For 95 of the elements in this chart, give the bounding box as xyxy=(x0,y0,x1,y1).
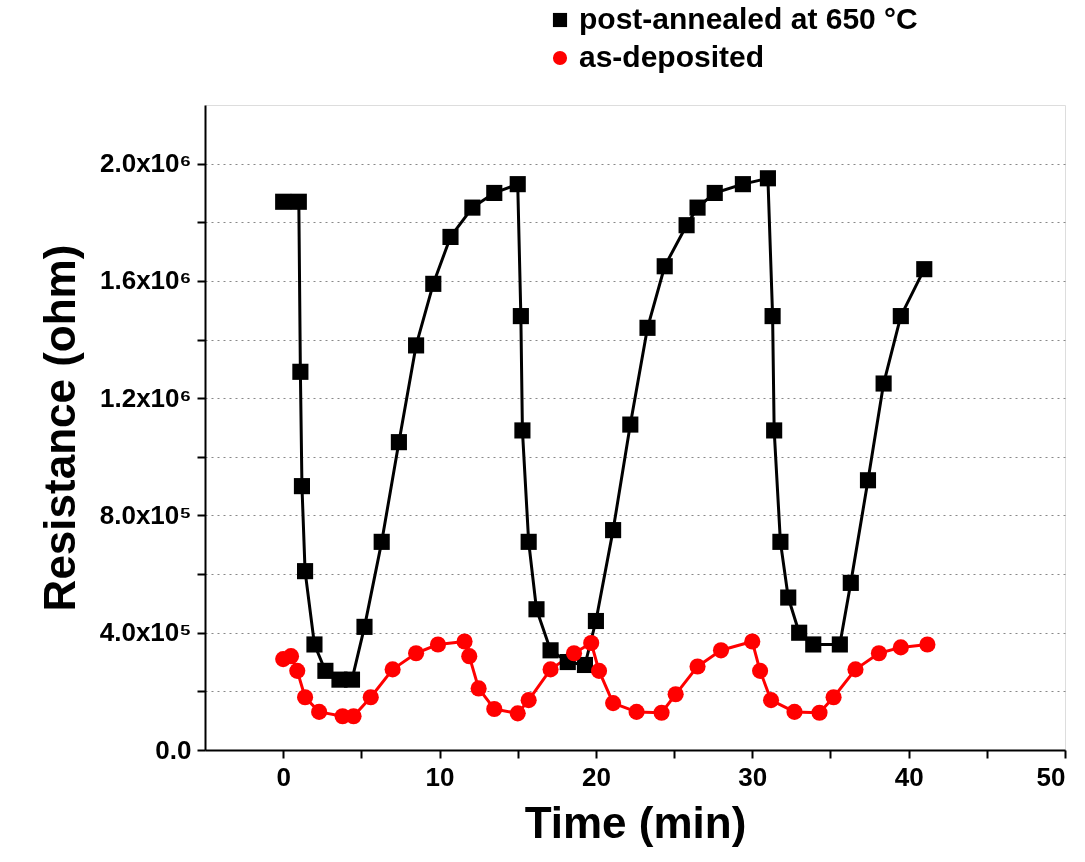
point xyxy=(919,636,936,653)
point xyxy=(587,612,604,630)
point xyxy=(805,636,822,653)
point xyxy=(870,645,887,662)
point xyxy=(311,703,328,720)
point xyxy=(565,645,583,662)
point xyxy=(292,363,309,380)
point xyxy=(456,633,473,650)
point xyxy=(764,308,781,325)
x-tick-label: 30 xyxy=(738,761,768,792)
point xyxy=(759,170,776,187)
point xyxy=(356,618,373,635)
point xyxy=(628,703,645,720)
point xyxy=(576,656,594,674)
point xyxy=(514,422,531,439)
point xyxy=(486,700,503,717)
point xyxy=(520,692,537,709)
y-tick-label: 1.2x10⁶ xyxy=(100,382,192,413)
point xyxy=(825,689,842,706)
point xyxy=(706,184,723,202)
point xyxy=(892,308,909,325)
point xyxy=(744,633,761,650)
point xyxy=(712,642,730,659)
point xyxy=(752,662,769,679)
point xyxy=(875,375,892,392)
point xyxy=(766,422,783,439)
point xyxy=(542,642,559,659)
x-tick-label: 50 xyxy=(1036,761,1066,792)
point xyxy=(343,671,361,688)
point xyxy=(275,193,292,210)
point xyxy=(689,658,706,675)
point xyxy=(297,563,314,580)
point xyxy=(892,639,909,656)
y-tick-label: 8.0x10⁵ xyxy=(99,499,192,530)
point xyxy=(470,680,487,697)
point xyxy=(486,184,503,202)
point xyxy=(653,704,670,721)
x-tick-label: 10 xyxy=(425,761,455,792)
point xyxy=(811,704,828,721)
point xyxy=(689,199,706,216)
point xyxy=(847,661,864,678)
point xyxy=(678,217,695,234)
point xyxy=(734,176,751,193)
legend-label: post-annealed at 650 °C xyxy=(579,2,918,35)
point xyxy=(297,689,314,706)
point xyxy=(362,689,379,706)
point xyxy=(542,661,559,678)
legend-label: as-deposited xyxy=(579,40,765,73)
x-tick-label: 0 xyxy=(276,761,291,792)
point xyxy=(509,176,526,193)
point xyxy=(289,662,306,679)
point xyxy=(429,636,447,653)
point xyxy=(408,645,425,662)
x-axis-title: Time (min) xyxy=(524,797,747,847)
point xyxy=(317,662,334,679)
point xyxy=(762,692,780,709)
point xyxy=(656,258,673,275)
point xyxy=(639,319,656,336)
point xyxy=(772,533,789,550)
point xyxy=(786,703,803,720)
point xyxy=(512,308,529,325)
y-tick-label: 4.0x10⁵ xyxy=(99,617,192,648)
point xyxy=(528,601,545,618)
point xyxy=(605,695,622,712)
point xyxy=(373,533,390,550)
y-tick-label: 2.0x10⁶ xyxy=(100,148,192,179)
point xyxy=(509,705,526,722)
point xyxy=(791,624,808,641)
point xyxy=(442,228,459,245)
x-tick-label: 20 xyxy=(581,761,611,792)
point xyxy=(605,522,622,539)
point xyxy=(916,261,933,278)
point xyxy=(390,434,407,451)
point xyxy=(859,472,877,489)
point xyxy=(590,662,608,679)
y-tick-label: 0.0 xyxy=(155,734,192,765)
point xyxy=(282,648,300,665)
point xyxy=(667,686,684,703)
point xyxy=(461,648,478,665)
point xyxy=(520,533,537,550)
point xyxy=(384,661,401,678)
point xyxy=(842,574,859,591)
point xyxy=(293,478,311,495)
point xyxy=(425,275,442,292)
point xyxy=(464,199,481,216)
point xyxy=(780,589,797,606)
point xyxy=(831,636,848,653)
point xyxy=(622,416,639,433)
point xyxy=(306,636,323,653)
y-axis-title: Resistance (ohm) xyxy=(34,244,84,612)
point xyxy=(583,634,600,652)
point xyxy=(408,337,425,354)
x-tick-label: 40 xyxy=(894,761,924,792)
y-tick-label: 1.6x10⁶ xyxy=(100,265,192,296)
point xyxy=(290,193,307,210)
